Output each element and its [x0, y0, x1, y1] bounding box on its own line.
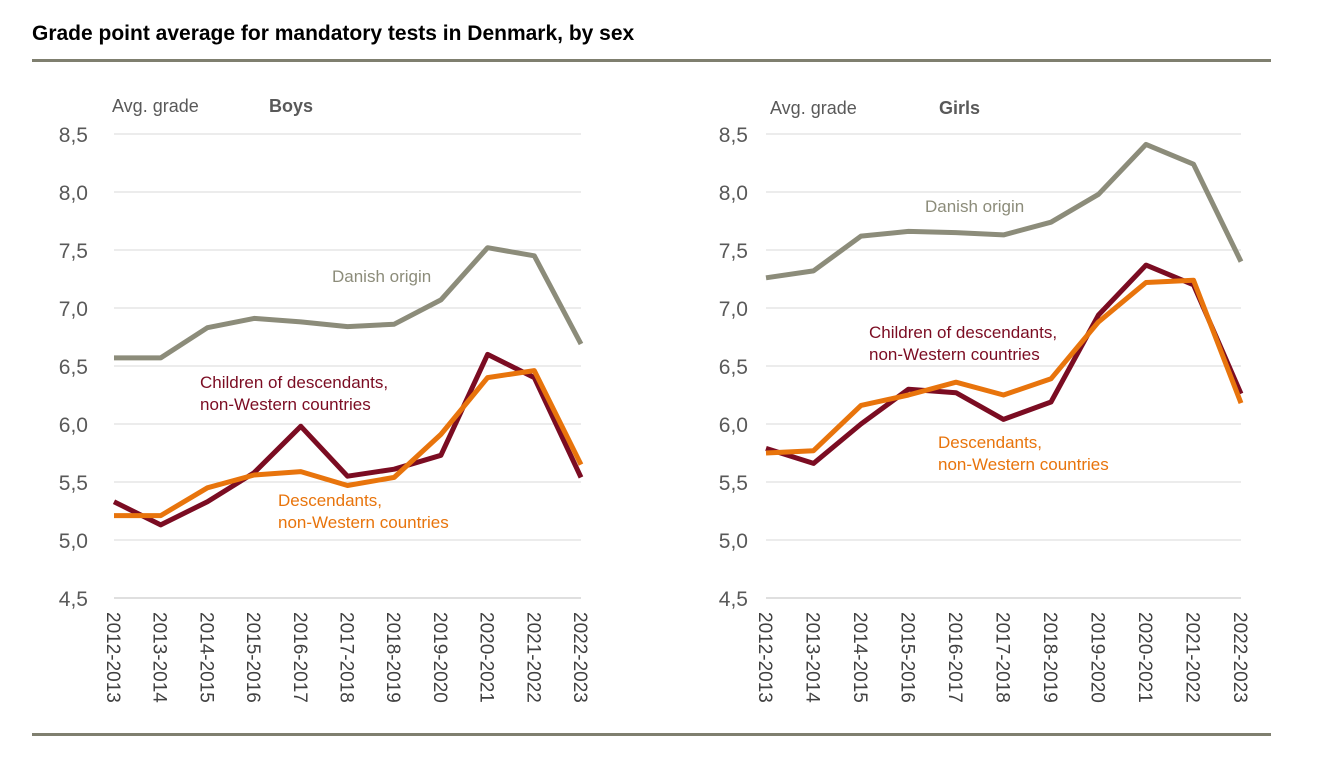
- boys-panel-title: Boys: [269, 96, 313, 116]
- boys-series-label: Children of descendants,: [200, 373, 388, 392]
- girls-x-tick-label: 2015-2016: [897, 612, 918, 703]
- girls-series-label: Children of descendants,: [869, 323, 1057, 342]
- girls-y-tick-label: 7,0: [719, 298, 748, 321]
- boys-y-tick-label: 7,0: [59, 298, 88, 321]
- panel-girls: 4,5 5,0 5,5 6,0 6,5 7,0 7,5 8,0 8,5 2012-2013 2013…: [690, 80, 1270, 730]
- girls-series-label: non-Western countries: [869, 345, 1040, 364]
- girls-series-label: Danish origin: [925, 197, 1024, 216]
- bottom-rule: [32, 733, 1271, 736]
- girls-y-tick-label: 7,5: [719, 240, 748, 263]
- boys-x-tick-label: 2019-2020: [429, 612, 450, 703]
- boys-series-label: Descendants,: [278, 491, 382, 510]
- boys-x-tick-label: 2015-2016: [242, 612, 263, 703]
- girls-x-tick-label: 2013-2014: [802, 612, 823, 703]
- girls-chart-svg: 4,5 5,0 5,5 6,0 6,5 7,0 7,5 8,0 8,5 2012-2013 2013…: [719, 98, 1250, 703]
- girls-x-tick-label: 2017-2018: [992, 612, 1013, 703]
- girls-y-tick-label: 6,0: [719, 414, 748, 437]
- boys-y-tick-label: 7,5: [59, 240, 88, 263]
- top-rule: [32, 59, 1271, 62]
- boys-x-tick-label: 2012-2013: [102, 612, 123, 703]
- girls-x-tick-label: 2014-2015: [849, 612, 870, 703]
- girls-y-tick-label: 8,0: [719, 182, 748, 205]
- boys-chart-svg: 4,5 5,0 5,5 6,0 6,5 7,0 7,5 8,0 8,5 2012-2013 2013…: [59, 96, 590, 703]
- girls-x-tick-label: 2020-2021: [1134, 612, 1155, 703]
- girls-series-line-1: [765, 141, 1244, 281]
- boys-series-label: non-Western countries: [200, 395, 371, 414]
- boys-y-tick-label: 6,0: [59, 414, 88, 437]
- girls-x-tick-label: 2018-2019: [1039, 612, 1060, 703]
- boys-y-tick-label: 4,5: [59, 588, 88, 611]
- girls-y-tick-label: 5,5: [719, 472, 748, 495]
- girls-x-tick-label: 2019-2020: [1087, 612, 1108, 703]
- boys-y-axis-title: Avg. grade: [112, 96, 199, 116]
- boys-series-label: non-Western countries: [278, 513, 449, 532]
- girls-y-tick-label: 5,0: [719, 530, 748, 553]
- boys-y-tick-label: 5,5: [59, 472, 88, 495]
- boys-x-tick-label: 2013-2014: [149, 612, 170, 703]
- boys-series-line-3: [114, 368, 584, 519]
- girls-y-axis-title: Avg. grade: [770, 98, 857, 118]
- boys-x-tick-label: 2022-2023: [569, 612, 590, 703]
- boys-y-tick-label: 8,0: [59, 182, 88, 205]
- boys-x-tick-label: 2014-2015: [195, 612, 216, 703]
- girls-y-tick-label: 4,5: [719, 588, 748, 611]
- girls-panel-title: Girls: [939, 98, 980, 118]
- chart-title: Grade point average for mandatory tests …: [32, 22, 635, 45]
- girls-x-tick-label: 2012-2013: [754, 612, 775, 703]
- boys-series-label: Danish origin: [332, 267, 431, 286]
- boys-x-tick-label: 2016-2017: [289, 612, 310, 703]
- girls-x-tick-label: 2021-2022: [1182, 612, 1203, 703]
- girls-series-line-2: [765, 262, 1244, 466]
- boys-x-tick-label: 2017-2018: [336, 612, 357, 703]
- girls-x-tick-label: 2016-2017: [944, 612, 965, 703]
- girls-series-line-3: [765, 277, 1244, 456]
- boys-y-tick-label: 8,5: [59, 124, 88, 147]
- boys-x-tick-label: 2020-2021: [476, 612, 497, 703]
- girls-y-tick-label: 6,5: [719, 356, 748, 379]
- girls-x-tick-label: 2022-2023: [1229, 612, 1250, 703]
- girls-series-label: non-Western countries: [938, 455, 1109, 474]
- boys-y-tick-label: 5,0: [59, 530, 88, 553]
- panel-boys: 4,5 5,0 5,5 6,0 6,5 7,0 7,5 8,0 8,5 2012-2013 2013…: [30, 80, 610, 730]
- boys-y-tick-label: 6,5: [59, 356, 88, 379]
- boys-x-tick-label: 2021-2022: [522, 612, 543, 703]
- girls-y-tick-label: 8,5: [719, 124, 748, 147]
- boys-x-tick-label: 2018-2019: [382, 612, 403, 703]
- girls-series-label: Descendants,: [938, 433, 1042, 452]
- boys-series-line-1: [114, 245, 584, 361]
- boys-series-line-2: [112, 351, 584, 528]
